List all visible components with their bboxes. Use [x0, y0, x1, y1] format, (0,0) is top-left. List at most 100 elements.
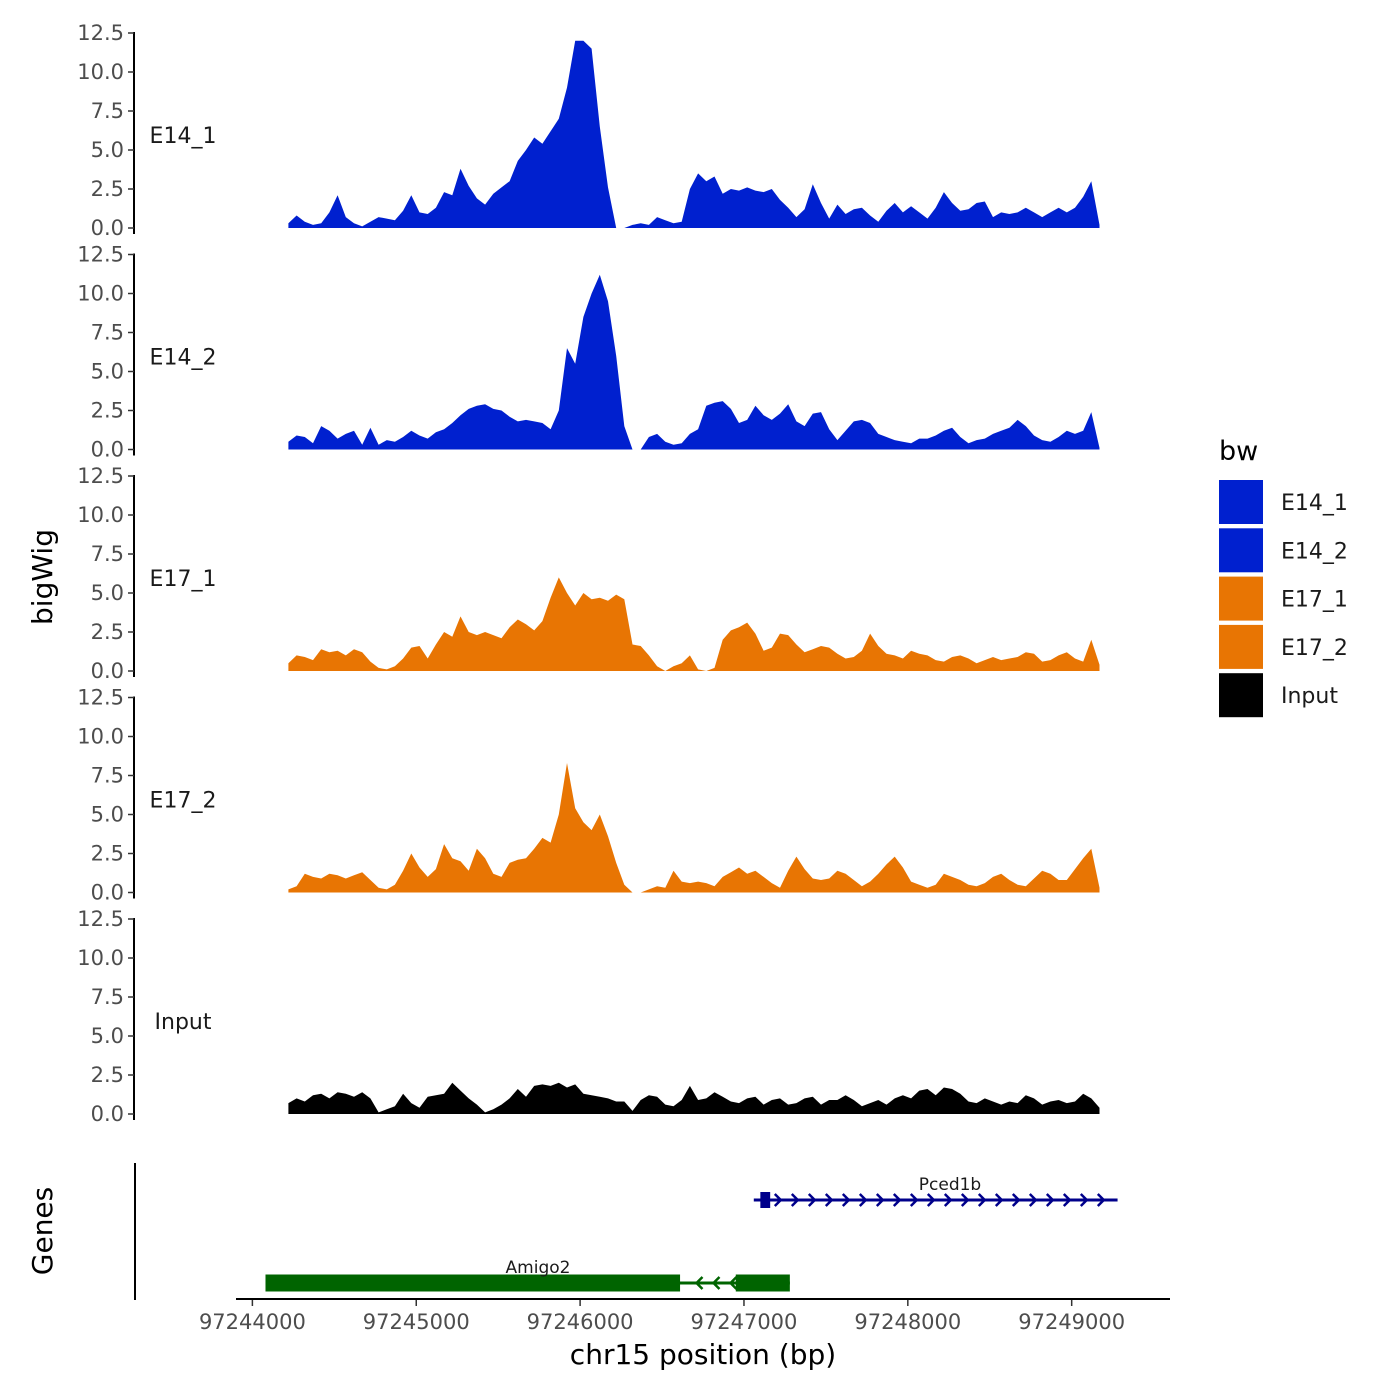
strand-chevron	[926, 1193, 936, 1207]
y-tick-label: 0.0	[91, 881, 124, 905]
y-tick-label: 0.0	[91, 659, 124, 683]
gene-models: Pced1b Amigo2	[265, 1175, 1118, 1292]
strand-chevron	[1062, 1193, 1072, 1207]
y-tick-label: 5.0	[91, 138, 124, 162]
track-panel-e14_1: 0.0 2.5 5.0 7.5 10.0 12.5 E14_1	[77, 21, 1100, 240]
track-label: E14_1	[150, 124, 217, 149]
strand-chevron	[909, 1193, 919, 1207]
y-tick-label: 7.5	[91, 985, 124, 1009]
strand-chevron	[858, 1193, 868, 1207]
legend-entry-e17_2: E17_2	[1219, 624, 1348, 669]
track-panels: 0.0 2.5 5.0 7.5 10.0 12.5 E14_1 0.0 2.5 5.0 7.5 10.…	[77, 21, 1100, 1126]
gene-label: Pced1b	[919, 1175, 981, 1195]
strand-chevron	[892, 1193, 902, 1207]
y-tick-label: 12.5	[77, 686, 124, 710]
strand-chevron	[1028, 1193, 1038, 1207]
strand-chevron	[875, 1193, 885, 1207]
y-tick-label: 5.0	[91, 581, 124, 605]
track-panel-e14_2: 0.0 2.5 5.0 7.5 10.0 12.5 E14_2	[77, 243, 1100, 462]
y-tick-label: 12.5	[77, 21, 124, 45]
legend-label: Input	[1281, 684, 1338, 709]
y-tick-label: 10.0	[77, 60, 124, 84]
y-tick-label: 2.5	[91, 620, 124, 644]
strand-chevron	[994, 1193, 1004, 1207]
y-axis-title: bigWig	[26, 529, 59, 625]
y-tick-label: 12.5	[77, 464, 124, 488]
strand-chevron	[790, 1193, 800, 1207]
signal-area-e17_1	[288, 577, 1100, 671]
track-panel-input: 0.0 2.5 5.0 7.5 10.0 12.5 Input	[77, 907, 1100, 1126]
x-axis-title: chr15 position (bp)	[570, 1338, 836, 1371]
y-tick-label: 0.0	[91, 216, 124, 240]
strand-chevron	[1096, 1193, 1106, 1207]
x-tick-label: 97245000	[363, 1310, 470, 1334]
strand-chevron	[943, 1193, 953, 1207]
y-tick-label: 10.0	[77, 282, 124, 306]
y-tick-label: 5.0	[91, 803, 124, 827]
y-tick-label: 10.0	[77, 946, 124, 970]
legend-entry-e17_1: E17_1	[1219, 576, 1348, 621]
legend-label: E14_1	[1281, 491, 1348, 516]
x-axis: 97244000 97245000 97246000 97247000 97248000…	[199, 1298, 1170, 1371]
legend-swatch	[1219, 673, 1263, 718]
y-tick-label: 7.5	[91, 542, 124, 566]
strand-chevron	[1011, 1193, 1021, 1207]
strand-chevron	[824, 1193, 834, 1207]
track-label: E17_1	[150, 567, 217, 592]
y-tick-label: 12.5	[77, 243, 124, 267]
track-label: E17_2	[150, 789, 217, 814]
strand-chevron	[728, 1276, 738, 1290]
legend-swatch	[1219, 528, 1263, 573]
strand-chevron	[960, 1193, 970, 1207]
legend-entry-input: Input	[1219, 673, 1338, 718]
legend-swatch	[1219, 576, 1263, 621]
legend-swatch	[1219, 624, 1263, 669]
y-tick-label: 10.0	[77, 503, 124, 527]
signal-area-input	[288, 1082, 1100, 1114]
legend-label: E17_2	[1281, 636, 1348, 661]
legend-label: E17_1	[1281, 588, 1348, 613]
y-tick-label: 2.5	[91, 842, 124, 866]
x-tick-label: 97247000	[691, 1310, 798, 1334]
strand-chevron	[1079, 1193, 1089, 1207]
y-tick-label: 0.0	[91, 438, 124, 462]
track-label: E14_2	[150, 346, 217, 371]
y-tick-label: 5.0	[91, 1024, 124, 1048]
strand-chevron	[807, 1193, 817, 1207]
legend-title: bw	[1219, 436, 1258, 467]
strand-chevron	[977, 1193, 987, 1207]
x-tick-label: 97248000	[854, 1310, 961, 1334]
x-tick-label: 97246000	[527, 1310, 634, 1334]
x-axis-ticks: 97244000 97245000 97246000 97247000 97248000…	[199, 1300, 1125, 1334]
y-tick-label: 7.5	[91, 764, 124, 788]
strand-chevron	[694, 1276, 704, 1290]
y-tick-label: 2.5	[91, 177, 124, 201]
y-tick-label: 12.5	[77, 907, 124, 931]
legend-entry-e14_2: E14_2	[1219, 528, 1348, 573]
strand-chevron	[773, 1193, 783, 1207]
track-panel-e17_2: 0.0 2.5 5.0 7.5 10.0 12.5 E17_2	[77, 686, 1100, 905]
gene-amigo2: Amigo2	[265, 1258, 790, 1292]
strand-chevron	[1045, 1193, 1055, 1207]
x-tick-label: 97244000	[199, 1310, 306, 1334]
y-tick-label: 0.0	[91, 1102, 124, 1126]
gene-track-panel: Genes Pced1b Amigo2	[26, 1163, 1118, 1300]
gene-exon	[265, 1274, 681, 1292]
legend-label: E14_2	[1281, 539, 1348, 564]
y-tick-label: 7.5	[91, 321, 124, 345]
genes-axis-title: Genes	[26, 1187, 59, 1275]
signal-area-e17_2	[288, 763, 1100, 893]
signal-area-e14_2	[288, 274, 1100, 450]
y-tick-label: 2.5	[91, 1063, 124, 1087]
gene-exon	[735, 1274, 790, 1292]
signal-area-e14_1	[288, 40, 1100, 228]
gene-label: Amigo2	[506, 1258, 571, 1278]
gene-pced1b: Pced1b	[753, 1175, 1118, 1208]
strand-chevron	[711, 1276, 721, 1290]
x-tick-label: 97249000	[1018, 1310, 1125, 1334]
legend-swatch	[1219, 480, 1263, 524]
legend-entry-e14_1: E14_1	[1219, 480, 1348, 524]
strand-chevron	[841, 1193, 851, 1207]
legend: bw E14_1 E14_2 E17_1 E17_2 Input	[1219, 436, 1348, 718]
